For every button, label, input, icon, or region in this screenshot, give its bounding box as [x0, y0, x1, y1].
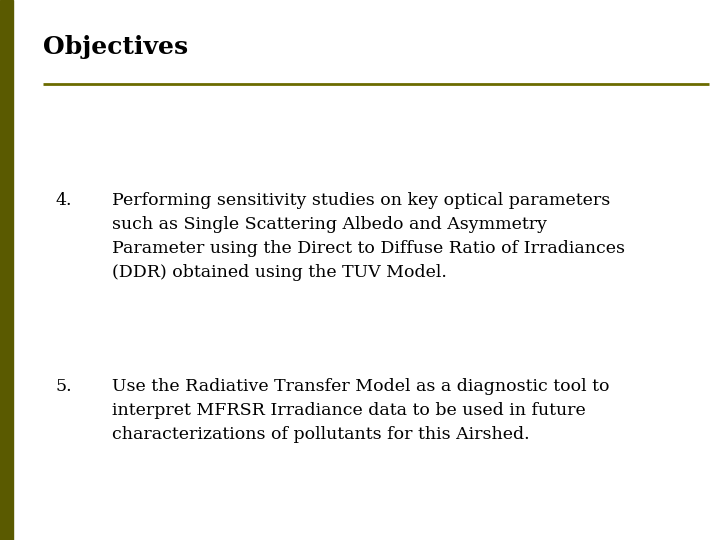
Text: Use the Radiative Transfer Model as a diagnostic tool to
interpret MFRSR Irradia: Use the Radiative Transfer Model as a di…	[112, 378, 609, 443]
Text: 5.: 5.	[55, 378, 72, 395]
Text: Objectives: Objectives	[43, 35, 189, 59]
Text: Performing sensitivity studies on key optical parameters
such as Single Scatteri: Performing sensitivity studies on key op…	[112, 192, 625, 281]
Text: 4.: 4.	[55, 192, 72, 208]
